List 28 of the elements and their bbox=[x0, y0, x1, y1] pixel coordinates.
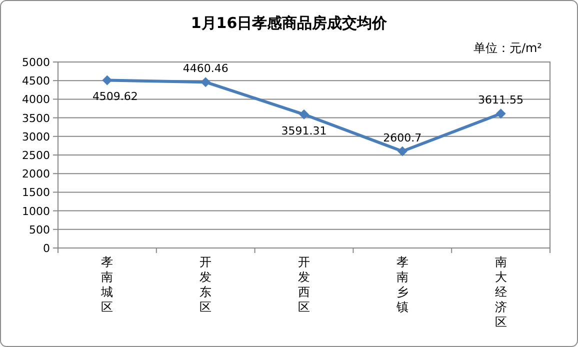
y-tick-label: 3500 bbox=[22, 112, 50, 125]
y-tick-label: 2500 bbox=[22, 149, 50, 162]
x-tick-label: 开发东区 bbox=[200, 255, 212, 314]
x-tick-label: 孝南乡镇 bbox=[395, 255, 408, 314]
point bbox=[200, 77, 211, 88]
x-tick-label: 开发西区 bbox=[298, 255, 310, 314]
chart-title: 1月16日孝感商品房成交均价 bbox=[190, 14, 388, 32]
y-tick-label: 500 bbox=[29, 223, 50, 236]
y-tick-label: 2000 bbox=[22, 168, 50, 181]
point bbox=[299, 109, 309, 120]
y-tick-label: 4000 bbox=[22, 93, 50, 106]
point bbox=[496, 108, 506, 119]
y-tick-label: 1500 bbox=[22, 186, 50, 200]
y-tick-label: 0 bbox=[43, 242, 50, 255]
data-label: 2600.7 bbox=[383, 131, 422, 144]
y-tick-label: 5000 bbox=[22, 56, 50, 69]
x-tick-label: 南大经济区 bbox=[494, 255, 507, 329]
data-label: 3591.31 bbox=[281, 124, 327, 138]
data-label: 4460.46 bbox=[182, 62, 228, 76]
y-tick-label: 3000 bbox=[22, 130, 50, 144]
data-label: 3611.55 bbox=[478, 94, 524, 107]
y-tick-label: 4500 bbox=[22, 74, 50, 88]
point bbox=[102, 75, 112, 86]
x-tick-label: 孝南城区 bbox=[100, 255, 114, 314]
data-label: 4509.62 bbox=[92, 90, 138, 104]
text: 单位：元/m² bbox=[473, 41, 542, 55]
y-tick-label: 1000 bbox=[22, 204, 50, 218]
point bbox=[397, 146, 408, 156]
